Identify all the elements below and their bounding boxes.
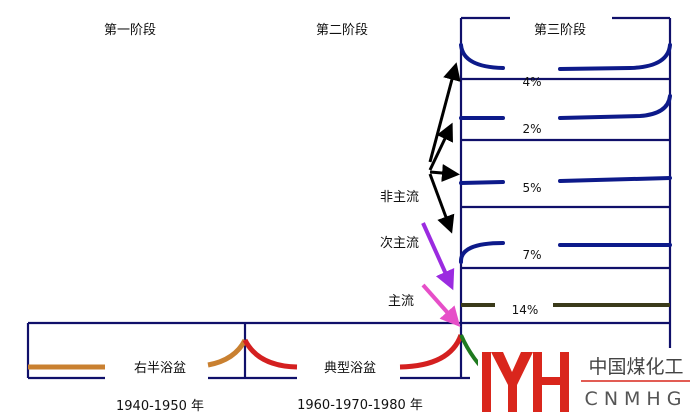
non-main-arrows (428, 62, 461, 234)
pct-14: 14% (512, 303, 539, 317)
stage3-frame (459, 16, 672, 378)
logo: 中国煤化工 CNMHG (478, 348, 695, 417)
pct-2: 2% (522, 122, 541, 136)
curve-4pct-left (459, 43, 505, 70)
pct-4: 4% (522, 75, 541, 89)
main-label: 主流 (388, 294, 414, 309)
logo-mark (482, 352, 569, 412)
curve-2pct-right (558, 94, 672, 120)
logo-cn-text: 中国煤化工 (588, 356, 683, 378)
secondary-arrow (421, 222, 455, 291)
stage3-title: 第三阶段 (534, 23, 586, 38)
typical-bathtub-label: 典型浴盆 (324, 361, 376, 376)
main-arrow (421, 283, 461, 327)
stage2-title: 第二阶段 (316, 23, 368, 38)
curve-half-bathtub (28, 338, 248, 370)
curve-5pct-right (558, 176, 672, 183)
secondary-label: 次主流 (380, 235, 419, 251)
logo-en-text: CNMHG (585, 388, 688, 410)
curve-5pct-left (459, 180, 505, 185)
pct-7: 7% (522, 248, 541, 262)
bottom-frame (26, 321, 470, 380)
years-1: 1940-1950 年 (116, 399, 204, 414)
stage1-title: 第一阶段 (104, 23, 156, 38)
curve-7pct-left (459, 241, 505, 264)
pct-5: 5% (522, 181, 541, 195)
curve-4pct-right (558, 43, 672, 71)
curve-typical-bathtub (242, 334, 464, 370)
non-main-label: 非主流 (380, 190, 419, 205)
years-2: 1960-1970-1980 年 (297, 398, 423, 413)
half-bathtub-label: 右半浴盆 (134, 361, 186, 376)
